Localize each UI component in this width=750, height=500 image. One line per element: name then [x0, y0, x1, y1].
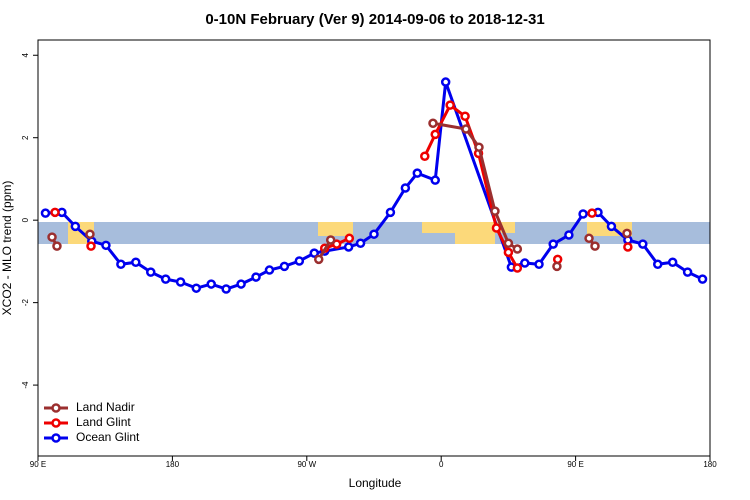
chart-title: 0-10N February (Ver 9) 2014-09-06 to 201… — [205, 11, 544, 28]
data-point — [430, 175, 440, 185]
data-point — [564, 230, 574, 240]
x-tick-label: 0 — [439, 460, 444, 469]
data-point — [512, 244, 523, 254]
series — [40, 77, 708, 294]
data-point — [309, 248, 320, 258]
data-point — [491, 223, 502, 233]
data-point — [400, 183, 411, 193]
data-point — [623, 242, 633, 252]
data-point — [385, 207, 396, 218]
data-point — [622, 228, 632, 239]
data-point — [47, 232, 57, 242]
y-tick-label: -4 — [21, 381, 30, 389]
data-point — [428, 118, 438, 129]
data-point — [116, 259, 126, 270]
data-point — [420, 151, 430, 162]
data-point — [279, 261, 290, 272]
y-tick-label: 2 — [21, 135, 30, 140]
legend-marker — [51, 403, 61, 413]
data-point — [251, 272, 261, 282]
data-point — [578, 209, 588, 219]
data-point — [160, 274, 171, 284]
x-tick-label: 90 E — [30, 460, 46, 469]
data-point — [548, 239, 558, 249]
x-tick-label: 180 — [703, 460, 717, 469]
data-point — [175, 277, 186, 287]
data-point — [606, 221, 617, 232]
legend-marker — [51, 433, 61, 443]
data-point — [191, 283, 202, 293]
y-axis-label: XCO2 - MLO trend (ppm) — [0, 181, 14, 316]
data-point — [331, 239, 342, 249]
y-tick-label: -2 — [21, 299, 30, 307]
y-tick-label: 4 — [21, 52, 30, 57]
data-point — [369, 229, 379, 239]
data-point — [264, 265, 275, 275]
x-tick-label: 90 E — [567, 460, 583, 469]
legend-label: Ocean Glint — [76, 430, 140, 444]
data-point — [584, 233, 594, 244]
data-point — [294, 256, 305, 266]
series — [47, 118, 632, 272]
data-point — [534, 259, 544, 270]
series-line — [45, 81, 704, 291]
data-point — [355, 238, 366, 249]
legend-marker — [51, 418, 61, 428]
data-point — [412, 168, 423, 178]
x-tick-label: 90 W — [297, 460, 316, 469]
y-tick-label: 0 — [21, 217, 30, 222]
data-point — [503, 238, 514, 249]
data-point — [131, 257, 141, 267]
data-point — [313, 254, 324, 265]
data-point — [638, 239, 648, 249]
data-point — [206, 279, 216, 289]
data-point — [343, 242, 354, 252]
data-point — [490, 206, 500, 216]
data-point — [344, 233, 355, 244]
data-point — [221, 284, 231, 294]
plot-frame — [37, 39, 711, 457]
data-point — [145, 267, 156, 277]
x-axis-label: Longitude — [349, 476, 402, 490]
data-point — [474, 142, 484, 152]
data-point — [445, 100, 455, 110]
data-point — [101, 240, 111, 251]
data-point — [86, 241, 96, 251]
series — [50, 100, 633, 273]
data-point — [40, 208, 51, 218]
data-point — [70, 221, 81, 232]
data-point — [460, 111, 470, 122]
data-point — [590, 241, 600, 251]
data-point — [430, 129, 440, 140]
data-point — [325, 235, 336, 245]
data-point — [440, 77, 451, 87]
data-point — [52, 241, 62, 251]
data-point — [503, 247, 514, 258]
legend-label: Land Nadir — [76, 400, 135, 414]
data-point — [552, 261, 562, 272]
data-point — [667, 257, 678, 267]
data-point — [236, 279, 246, 289]
data-point — [587, 208, 597, 218]
data-point — [652, 259, 663, 270]
data-point — [682, 267, 693, 277]
data-point — [512, 263, 523, 273]
x-tick-label: 180 — [166, 460, 180, 469]
data-point — [697, 274, 708, 284]
data-point — [461, 124, 471, 134]
data-point — [85, 229, 95, 239]
data-point — [50, 207, 60, 218]
data-point — [520, 258, 530, 268]
legend-label: Land Glint — [76, 415, 131, 429]
